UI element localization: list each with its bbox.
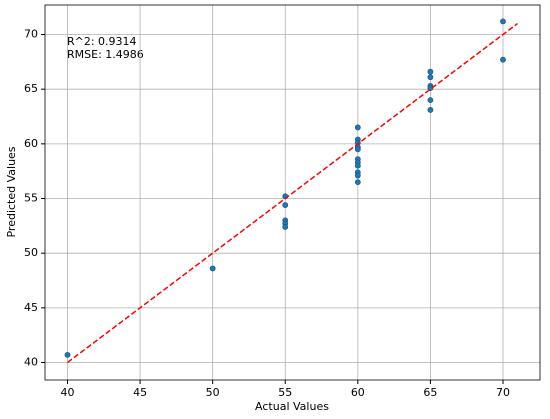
point	[427, 107, 434, 113]
x-tick-label: 70	[496, 386, 510, 399]
point	[427, 68, 434, 75]
annotation: RMSE: 1.4986	[67, 48, 144, 61]
point	[427, 74, 434, 81]
x-axis-label: Actual Values	[255, 400, 329, 413]
y-tick-label: 40	[24, 356, 38, 369]
point	[64, 351, 71, 358]
annotation: R^2: 0.9314	[67, 35, 137, 48]
x-tick-label: 45	[133, 386, 147, 399]
point	[427, 97, 434, 104]
point	[354, 172, 361, 179]
x-tick-label: 40	[61, 386, 75, 399]
x-tick-label: 65	[423, 386, 437, 399]
point	[500, 56, 506, 63]
point	[354, 162, 361, 169]
y-tick-label: 45	[24, 301, 38, 314]
x-tick-label: 55	[278, 386, 292, 399]
y-tick-label: 70	[24, 28, 38, 41]
point	[354, 146, 361, 153]
plot-frame	[44, 4, 541, 381]
y-tick-label: 65	[24, 82, 38, 95]
point	[282, 202, 289, 208]
point	[500, 18, 506, 25]
point	[354, 179, 361, 186]
reference-line	[67, 22, 518, 364]
y-tick-label: 60	[24, 137, 38, 150]
x-tick-label: 50	[206, 386, 220, 399]
y-tick-label: 50	[24, 246, 38, 259]
y-axis-label: Predicted Values	[5, 146, 18, 237]
point	[209, 265, 216, 272]
point	[282, 224, 289, 230]
x-tick-label: 60	[351, 386, 365, 399]
y-tick-label: 55	[24, 192, 38, 205]
point	[354, 124, 361, 131]
